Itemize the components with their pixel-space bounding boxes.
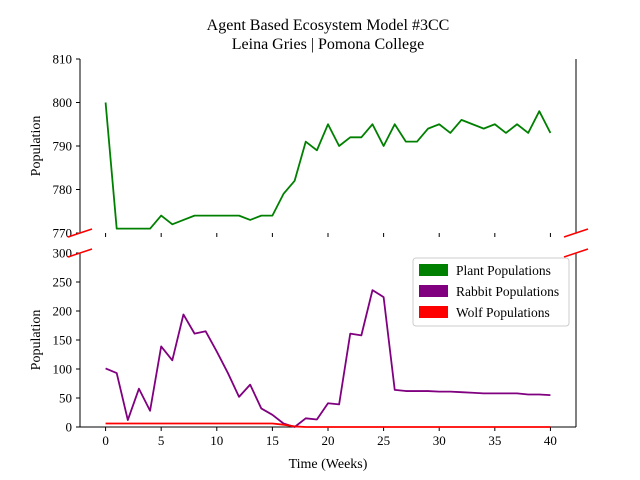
axis-break-mark xyxy=(67,228,93,238)
legend-label-rabbit-populations: Rabbit Populations xyxy=(456,284,559,299)
axis-break-mark xyxy=(563,228,589,238)
x-tick-label: 20 xyxy=(322,433,335,448)
top-y-tick-label: 790 xyxy=(53,139,73,154)
top-y-tick-label: 780 xyxy=(53,182,73,197)
x-tick-label: 15 xyxy=(266,433,279,448)
series-line-plant-populations xyxy=(104,102,552,230)
bottom-plot-panel: 0 50 100 150 200 250 300 0 5 10 15 20 25 30 35 40 xyxy=(53,246,589,448)
x-axis-label: Time (Weeks) xyxy=(289,457,368,472)
chart-title: Agent Based Ecosystem Model #3CC xyxy=(207,17,450,34)
bottom-y-tick-label: 0 xyxy=(66,420,73,435)
top-y-tick-label: 810 xyxy=(53,52,73,67)
bottom-y-tick-label: 100 xyxy=(53,362,73,377)
top-plot-panel: 770 780 790 800 810 xyxy=(53,52,589,241)
series-line-wolf-populations xyxy=(105,422,551,428)
legend-swatch-rabbit-populations xyxy=(419,285,448,297)
legend-swatch-plant-populations xyxy=(419,264,448,276)
legend-label-plant-populations: Plant Populations xyxy=(456,263,551,278)
top-y-tick-label: 770 xyxy=(53,226,73,241)
x-tick-label: 10 xyxy=(210,433,223,448)
bottom-y-axis-label: Population xyxy=(29,310,44,371)
bottom-y-tick-label: 50 xyxy=(59,391,72,406)
bottom-y-tick-label: 250 xyxy=(53,275,73,290)
x-tick-label: 25 xyxy=(377,433,390,448)
axis-break-mark xyxy=(67,248,93,258)
top-y-tick-label: 800 xyxy=(53,95,73,110)
legend-swatch-wolf-populations xyxy=(419,306,448,318)
top-y-axis-label: Population xyxy=(29,116,44,177)
axis-break-mark xyxy=(563,248,589,258)
x-tick-label: 0 xyxy=(102,433,109,448)
bottom-y-tick-label: 200 xyxy=(53,304,73,319)
x-tick-label: 40 xyxy=(544,433,557,448)
chart-subtitle: Leina Gries | Pomona College xyxy=(232,36,425,53)
bottom-y-tick-label: 150 xyxy=(53,333,73,348)
x-tick-label: 35 xyxy=(488,433,501,448)
bottom-y-tick-label: 300 xyxy=(53,246,73,261)
x-tick-label: 5 xyxy=(158,433,165,448)
chart-legend: Plant Populations Rabbit Populations Wolf … xyxy=(412,257,570,327)
x-tick-label: 30 xyxy=(433,433,446,448)
legend-label-wolf-populations: Wolf Populations xyxy=(456,305,550,320)
series-line-rabbit-populations xyxy=(105,289,551,428)
legend-frame xyxy=(412,257,570,327)
